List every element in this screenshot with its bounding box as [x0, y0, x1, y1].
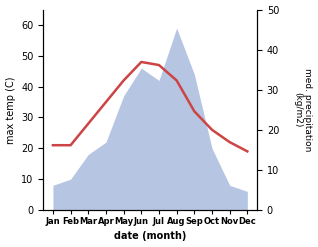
Y-axis label: max temp (C): max temp (C): [5, 76, 16, 144]
Y-axis label: med. precipitation
(kg/m2): med. precipitation (kg/m2): [293, 68, 313, 151]
X-axis label: date (month): date (month): [114, 231, 186, 242]
